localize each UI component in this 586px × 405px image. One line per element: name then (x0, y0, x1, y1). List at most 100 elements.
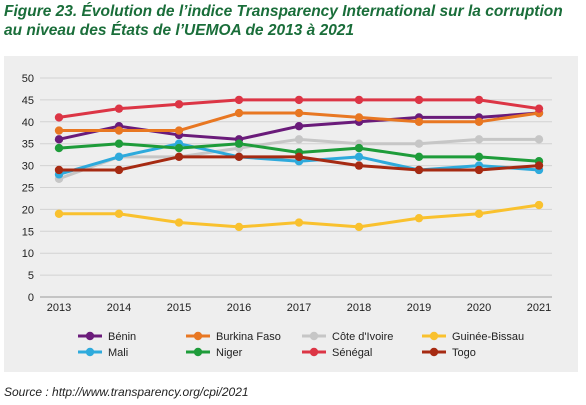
data-point-benin (294, 121, 304, 131)
data-point-cote-d-ivoire (534, 135, 544, 144)
source-note: Source : http://www.transparency.org/cpi… (4, 385, 249, 399)
legend-label: Côte d'Ivoire (332, 331, 393, 343)
legend-item-senegal: Sénégal (302, 347, 372, 359)
y-tick-label: 5 (28, 270, 34, 282)
y-tick-label: 30 (22, 161, 34, 173)
legend-label: Mali (108, 347, 128, 359)
series-guinee-bissau (54, 200, 544, 232)
data-point-burkina-faso (294, 108, 304, 118)
x-tick-label: 2020 (467, 302, 491, 314)
data-point-senegal (414, 95, 424, 105)
data-point-togo (54, 165, 64, 175)
y-tick-label: 40 (22, 117, 34, 129)
data-point-togo (294, 152, 304, 162)
data-point-niger (414, 152, 424, 162)
y-tick-label: 10 (22, 248, 34, 260)
data-point-guinee-bissau (354, 222, 364, 232)
chart-area: 0 5 10 15 20 25 30 35 40 45 50 2013 2014 2015 2016 201… (4, 56, 578, 372)
data-point-burkina-faso (54, 126, 64, 135)
data-point-senegal (354, 95, 364, 105)
data-point-senegal (534, 104, 544, 113)
legend-label: Burkina Faso (216, 331, 281, 343)
legend-marker (309, 347, 319, 357)
series-senegal (54, 95, 544, 122)
y-tick-label: 35 (22, 139, 34, 151)
data-point-guinee-bissau (294, 218, 304, 227)
data-point-burkina-faso (474, 117, 484, 126)
series-togo (54, 152, 544, 175)
legend-marker (429, 331, 439, 341)
legend-item-togo: Togo (422, 347, 476, 359)
figure-title: Figure 23. Évolution de l’indice Transpa… (4, 3, 563, 39)
data-point-burkina-faso (234, 108, 244, 118)
legend-item-burkina-faso: Burkina Faso (186, 331, 281, 343)
data-point-senegal (474, 95, 484, 105)
data-point-senegal (174, 100, 184, 109)
data-point-guinee-bissau (414, 213, 424, 223)
x-tick-label: 2015 (167, 302, 191, 314)
data-point-guinee-bissau (534, 200, 544, 210)
data-point-senegal (294, 95, 304, 105)
series-burkina-faso (54, 108, 544, 135)
data-point-benin (54, 135, 64, 144)
data-point-burkina-faso (174, 126, 184, 135)
y-tick-label: 45 (22, 95, 34, 107)
legend-label: Bénin (108, 331, 136, 343)
y-axis-ticks: 0 5 10 15 20 25 30 35 40 45 50 (22, 73, 34, 304)
legend-item-guinee-bissau: Guinée-Bissau (422, 331, 524, 343)
legend-marker (309, 331, 319, 341)
x-tick-label: 2018 (347, 302, 371, 314)
legend-marker (85, 331, 95, 341)
x-tick-label: 2016 (227, 302, 251, 314)
legend-marker (85, 347, 95, 357)
legend-item-mali: Mali (78, 347, 128, 359)
y-tick-label: 15 (22, 226, 34, 238)
legend: Bénin Burkina Faso Côte d'Ivoire Guinée-Bis… (78, 331, 524, 359)
x-tick-label: 2017 (287, 302, 311, 314)
legend-label: Guinée-Bissau (452, 331, 524, 343)
y-tick-label: 25 (22, 183, 34, 195)
legend-item-niger: Niger (186, 347, 243, 359)
legend-label: Togo (452, 347, 476, 359)
data-point-niger (474, 152, 484, 162)
data-point-guinee-bissau (174, 218, 184, 227)
data-point-senegal (234, 95, 244, 105)
y-tick-label: 0 (28, 292, 34, 304)
legend-label: Niger (216, 347, 243, 359)
x-tick-label: 2014 (107, 302, 131, 314)
legend-label: Sénégal (332, 347, 372, 359)
data-point-cote-d-ivoire (294, 135, 304, 144)
x-axis-ticks: 2013 2014 2015 2016 2017 2018 2019 2020 2021 (47, 302, 551, 314)
data-point-niger (114, 139, 124, 148)
data-point-burkina-faso (114, 126, 124, 135)
x-tick-label: 2021 (527, 302, 551, 314)
data-point-niger (174, 143, 184, 153)
legend-item-cote-d-ivoire: Côte d'Ivoire (302, 331, 393, 343)
data-point-togo (474, 165, 484, 175)
data-point-burkina-faso (414, 117, 424, 126)
data-point-niger (234, 139, 244, 148)
y-tick-label: 20 (22, 204, 34, 216)
legend-marker (429, 347, 439, 357)
data-point-cote-d-ivoire (414, 139, 424, 148)
data-point-senegal (114, 104, 124, 113)
data-point-guinee-bissau (114, 209, 124, 218)
data-point-guinee-bissau (234, 222, 244, 232)
data-point-burkina-faso (354, 113, 364, 122)
data-point-togo (354, 161, 364, 170)
series-lines (54, 95, 544, 232)
data-point-togo (414, 165, 424, 175)
x-tick-label: 2013 (47, 302, 71, 314)
data-point-togo (174, 152, 184, 162)
legend-marker (193, 347, 203, 357)
legend-marker (193, 331, 203, 341)
x-tick-label: 2019 (407, 302, 431, 314)
legend-item-benin: Bénin (78, 331, 136, 343)
data-point-niger (54, 143, 64, 153)
data-point-togo (114, 165, 124, 175)
data-point-niger (354, 143, 364, 153)
data-point-guinee-bissau (474, 209, 484, 218)
data-point-mali (114, 152, 124, 162)
y-tick-label: 50 (22, 73, 34, 85)
